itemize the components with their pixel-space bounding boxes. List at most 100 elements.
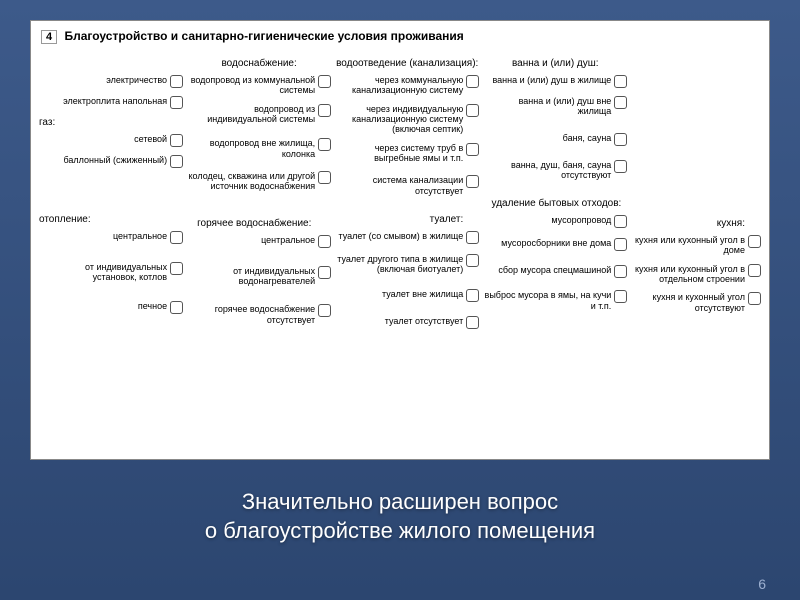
checkbox[interactable] [170, 75, 183, 88]
field-gas-bottle: баллонный (сжиженный) [39, 155, 183, 168]
heating-header: отопление: [39, 214, 183, 225]
label: туалет другого типа в жилище (включая би… [335, 254, 463, 275]
label: выброс мусора в ямы, на кучи и т.п. [483, 290, 611, 311]
checkbox[interactable] [466, 254, 479, 267]
label: горячее водоснабжение отсутствует [187, 304, 315, 325]
label: сетевой [134, 134, 167, 144]
label: баня, сауна [563, 133, 612, 143]
field-bath-absent: ванна, душ, баня, сауна отсутствуют [483, 160, 627, 181]
label: водопровод из индивидуальной системы [187, 104, 315, 125]
label: через систему труб в выгребные ямы и т.п… [335, 143, 463, 164]
label: туалет вне жилища [382, 289, 463, 299]
label: через индивидуальную канализационную сис… [335, 104, 463, 135]
checkbox[interactable] [614, 133, 627, 146]
field-hotwater-central: центральное [187, 235, 331, 248]
field-sauna: баня, сауна [483, 133, 627, 146]
caption-line-2: о благоустройстве жилого помещения [205, 518, 595, 543]
checkbox[interactable] [748, 235, 761, 248]
gas-header: газ: [39, 117, 183, 128]
field-waste-chute: мусоропровод [483, 215, 627, 228]
field-sewage-individual: через индивидуальную канализационную сис… [335, 104, 479, 135]
field-toilet-other: туалет другого типа в жилище (включая би… [335, 254, 479, 275]
field-sewage-absent: система канализации отсутствует [335, 175, 479, 196]
checkbox[interactable] [466, 104, 479, 117]
spacer [631, 54, 761, 214]
checkbox[interactable] [318, 171, 331, 184]
col-4: ванна и (или) душ: ванна и (или) душ в ж… [483, 54, 627, 337]
field-gas-network: сетевой [39, 134, 183, 147]
checkbox[interactable] [614, 160, 627, 173]
field-water-communal: водопровод из коммунальной системы [187, 75, 331, 96]
field-waste-pit: выброс мусора в ямы, на кучи и т.п. [483, 290, 627, 311]
label: ванна и (или) душ вне жилища [483, 96, 611, 117]
label: от индивидуальных установок, котлов [39, 262, 167, 283]
checkbox[interactable] [466, 316, 479, 329]
field-heat-central: центральное [39, 231, 183, 244]
checkbox[interactable] [614, 96, 627, 109]
label: мусоропровод [551, 215, 611, 225]
label: печное [138, 301, 167, 311]
label: от индивидуальных водонагревателей [187, 266, 315, 287]
checkbox[interactable] [318, 75, 331, 88]
field-heat-individual: от индивидуальных установок, котлов [39, 262, 183, 283]
field-kitchen-inhouse: кухня или кухонный угол в доме [631, 235, 761, 256]
section-number: 4 [41, 30, 57, 44]
col-3: водоотведение (канализация): через комму… [335, 54, 479, 337]
hot-water-header: горячее водоснабжение: [197, 218, 331, 229]
label: туалет (со смывом) в жилище [338, 231, 463, 241]
checkbox[interactable] [614, 290, 627, 303]
label: центральное [113, 231, 167, 241]
checkbox[interactable] [748, 264, 761, 277]
checkbox[interactable] [614, 75, 627, 88]
page-number: 6 [758, 576, 766, 592]
spacer [39, 188, 183, 210]
field-sewage-communal: через коммунальную канализационную систе… [335, 75, 479, 96]
label: водопровод вне жилища, колонка [187, 138, 315, 159]
waste-header: удаление бытовых отходов: [483, 198, 621, 209]
label: кухня или кухонный угол в доме [631, 235, 745, 256]
checkbox[interactable] [170, 134, 183, 147]
field-water-individual: водопровод из индивидуальной системы [187, 104, 331, 125]
field-toilet-outside: туалет вне жилища [335, 289, 479, 302]
checkbox[interactable] [466, 75, 479, 88]
label: система канализации отсутствует [335, 175, 463, 196]
field-electric-stove: электроплита напольная [39, 96, 183, 109]
spacer [39, 58, 183, 69]
sewage-header: водоотведение (канализация): [335, 58, 479, 69]
field-hotwater-individual: от индивидуальных водонагревателей [187, 266, 331, 287]
field-toilet-flush: туалет (со смывом) в жилище [335, 231, 479, 244]
label: ванна, душ, баня, сауна отсутствуют [483, 160, 611, 181]
checkbox[interactable] [466, 143, 479, 156]
label: баллонный (сжиженный) [63, 155, 167, 165]
label: центральное [261, 235, 315, 245]
slide: 4 Благоустройство и санитарно-гигиеничес… [0, 0, 800, 600]
checkbox[interactable] [170, 155, 183, 168]
checkbox[interactable] [170, 96, 183, 109]
checkbox[interactable] [466, 231, 479, 244]
col-1: электричество электроплита напольная газ… [39, 54, 183, 337]
checkbox[interactable] [318, 138, 331, 151]
checkbox[interactable] [170, 301, 183, 314]
water-supply-header: водоснабжение: [187, 58, 331, 69]
checkbox[interactable] [466, 289, 479, 302]
checkbox[interactable] [318, 266, 331, 279]
checkbox[interactable] [614, 265, 627, 278]
label: через коммунальную канализационную систе… [335, 75, 463, 96]
checkbox[interactable] [170, 262, 183, 275]
field-sewage-pit: через систему труб в выгребные ямы и т.п… [335, 143, 479, 164]
checkbox[interactable] [748, 292, 761, 305]
checkbox[interactable] [318, 235, 331, 248]
checkbox[interactable] [170, 231, 183, 244]
checkbox[interactable] [614, 238, 627, 251]
checkbox[interactable] [318, 104, 331, 117]
toilet-header: туалет: [335, 214, 463, 225]
checkbox[interactable] [614, 215, 627, 228]
slide-caption: Значительно расширен вопрос о благоустро… [30, 488, 770, 545]
label: кухня и кухонный угол отсутствуют [631, 292, 745, 313]
checkbox[interactable] [466, 175, 479, 188]
label: кухня или кухонный угол в отдельном стро… [631, 264, 745, 285]
label: водопровод из коммунальной системы [187, 75, 315, 96]
field-waste-bins: мусоросборники вне дома [483, 238, 627, 251]
checkbox[interactable] [318, 304, 331, 317]
label: электроплита напольная [63, 96, 167, 106]
